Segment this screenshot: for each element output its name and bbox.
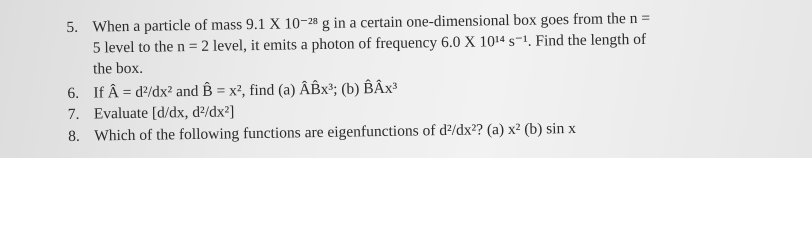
question: 7. Evaluate [d/dx, d²/dx²] [68,101,235,125]
question: 6. If Â = d²/dx² and B̂ = x², find (a) Â… [67,78,397,104]
sheet: 5. When a particle of mass 9.1 X 10⁻²⁸ g… [66,8,651,145]
question-line: Evaluate [d/dx, d²/dx²] [93,103,235,123]
question-number: 5. [66,18,79,36]
question-number: 8. [68,127,80,145]
question-line: If Â = d²/dx² and B̂ = x², find (a) ÂB̂x… [93,79,398,102]
question-number: 7. [67,105,80,123]
question: 5. When a particle of mass 9.1 X 10⁻²⁸ g… [66,8,651,80]
page: 5. When a particle of mass 9.1 X 10⁻²⁸ g… [0,0,812,158]
question-number: 6. [67,84,80,102]
